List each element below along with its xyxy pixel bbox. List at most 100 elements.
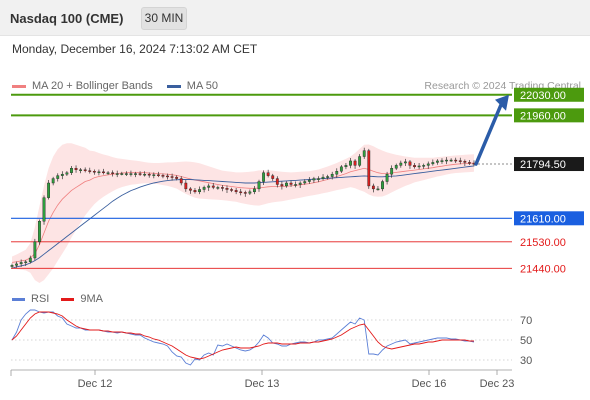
- ma50-swatch: [166, 84, 181, 88]
- legend-item-rsi-ma: 9MA: [61, 293, 103, 305]
- candle-body: [38, 221, 41, 243]
- candle-body: [275, 178, 279, 185]
- candle-body: [362, 150, 366, 157]
- candle-body: [431, 162, 435, 165]
- forecast-arrow-head: [495, 94, 509, 111]
- candle-body: [88, 170, 92, 172]
- timestamp: Monday, December 16, 2024 7:13:02 AM CET: [12, 42, 258, 56]
- forecast-arrow-shaft: [474, 103, 503, 166]
- candle-body: [74, 168, 78, 170]
- candle-body: [449, 159, 453, 162]
- candle-body: [385, 173, 389, 182]
- candle-body: [312, 178, 316, 181]
- candle-body: [70, 168, 73, 173]
- candle-body: [111, 172, 115, 174]
- candle-body: [83, 169, 87, 171]
- candle-body: [266, 172, 270, 176]
- candle-body: [115, 173, 119, 175]
- ma50-label: MA 50: [186, 80, 218, 92]
- candle-body: [321, 176, 325, 179]
- candle-body: [298, 182, 302, 185]
- candle-body: [422, 165, 426, 167]
- level-label-21610.00: 21610.00: [520, 213, 566, 225]
- candle-body: [303, 181, 307, 184]
- level-label-21440.00: 21440.00: [520, 263, 566, 275]
- candle-body: [403, 161, 407, 164]
- legend-item-rsi: RSI: [12, 293, 49, 305]
- candle-body: [257, 181, 261, 190]
- candle-body: [394, 165, 398, 169]
- candle-body: [426, 163, 430, 166]
- candle-body: [376, 188, 380, 191]
- candle-body: [42, 197, 46, 222]
- candle-body: [225, 188, 229, 190]
- candle-body: [198, 189, 201, 193]
- candle-body: [454, 159, 458, 162]
- candle-body: [339, 166, 343, 172]
- candle-body: [120, 173, 124, 175]
- rsi-tick-label: 50: [520, 335, 532, 347]
- candle-body: [262, 172, 265, 182]
- candle-body: [193, 190, 197, 193]
- legend-item-bollinger: MA 20 + Bollinger Bands: [12, 80, 153, 92]
- candle-body: [436, 160, 439, 163]
- level-label-bg-21610.00: [514, 211, 584, 226]
- candle-body: [344, 165, 348, 168]
- rsi-tick-label: 30: [520, 355, 532, 367]
- bollinger-bands: [11, 143, 475, 283]
- x-axis: Dec 12 Dec 13 Dec 16 Dec 23: [10, 369, 514, 390]
- rsi-tick-label: 70: [520, 315, 532, 327]
- candle-body: [335, 171, 339, 175]
- candle-body: [211, 185, 215, 188]
- candle-body: [175, 176, 179, 179]
- candle-body: [326, 176, 330, 178]
- x-tick-label: Dec 16: [412, 378, 447, 390]
- candle-body: [97, 171, 101, 174]
- candle-body: [138, 173, 142, 175]
- candle-body: [458, 160, 462, 162]
- rsi-legend: RSI 9MA: [12, 293, 115, 305]
- timeframe-button[interactable]: 30 MIN: [141, 7, 187, 30]
- candle-body: [28, 257, 32, 263]
- candle-body: [280, 184, 284, 187]
- candle-body: [143, 173, 147, 176]
- bollinger-swatch: [12, 84, 26, 88]
- candle-body: [179, 178, 183, 184]
- candles: [10, 147, 476, 269]
- x-tick-label: Dec 12: [78, 378, 113, 390]
- bollinger-band-area: [12, 143, 474, 283]
- candle-body: [234, 190, 238, 193]
- candle-body: [51, 178, 55, 184]
- candle-body: [152, 174, 156, 176]
- candle-body: [216, 187, 220, 189]
- candle-body: [468, 162, 471, 164]
- candle-body: [102, 171, 105, 174]
- top-bar: Nasdaq 100 (CME) 30 MIN: [0, 0, 590, 36]
- candle-body: [24, 261, 28, 264]
- level-label-bg-21960.00: [514, 108, 584, 123]
- candle-body: [463, 161, 467, 163]
- rsi-ma-swatch: [61, 297, 75, 301]
- candle-body: [33, 241, 37, 259]
- level-label-bg-22030.00: [514, 87, 584, 102]
- candle-body: [413, 165, 416, 168]
- rsi-ma-line: [11, 311, 474, 360]
- candle-body: [161, 175, 165, 177]
- legend-item-ma50: MA 50: [166, 80, 218, 92]
- candle-body: [79, 169, 83, 171]
- candle-body: [170, 176, 174, 178]
- candle-body: [124, 173, 128, 175]
- level-label-22030.00: 22030.00: [520, 90, 566, 102]
- rsi-label: RSI: [31, 293, 50, 305]
- rsi-swatch: [12, 297, 25, 301]
- ma50-line: [11, 165, 475, 269]
- candle-body: [349, 160, 352, 166]
- candle-body: [47, 182, 50, 198]
- candle-body: [106, 172, 110, 174]
- candle-body: [10, 265, 14, 267]
- candle-body: [390, 168, 394, 175]
- candle-body: [202, 187, 206, 190]
- candle-body: [243, 192, 247, 194]
- instrument-title: Nasdaq 100 (CME): [10, 11, 124, 26]
